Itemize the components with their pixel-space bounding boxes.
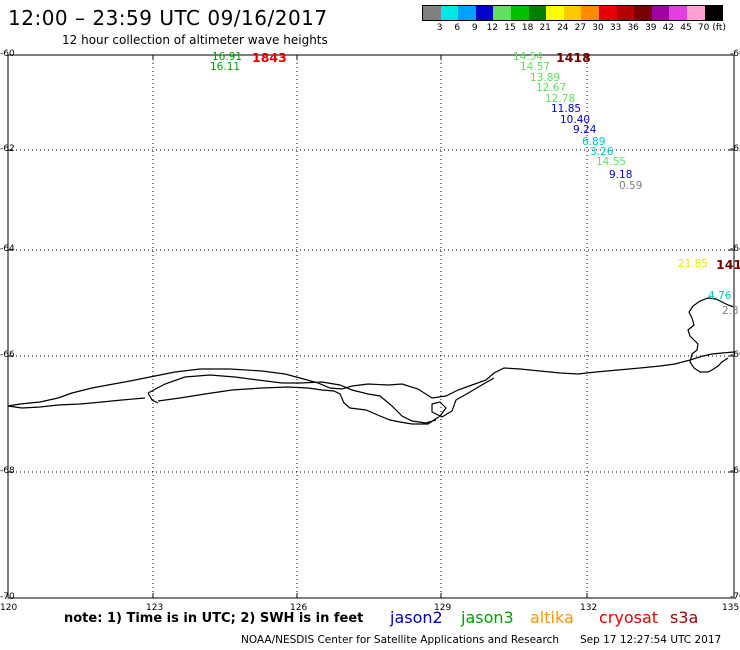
satellite-legend-altika: altika — [530, 608, 574, 627]
wave-height-value: 0.59 — [619, 180, 643, 192]
color-scale-bar — [422, 5, 724, 21]
credit-line: NOAA/NESDIS Center for Satellite Applica… — [241, 634, 559, 646]
units-note: note: 1) Time is in UTC; 2) SWH is in fe… — [64, 611, 364, 626]
wave-height-value: 14.55 — [596, 156, 627, 168]
wave-height-value: 4.76 — [708, 290, 732, 302]
color-scale-label: 24 — [557, 23, 569, 33]
wave-height-value: 9.24 — [573, 124, 597, 136]
color-scale-label: 33 — [609, 23, 622, 33]
color-swatch — [528, 6, 547, 20]
color-swatch — [423, 6, 441, 20]
color-swatch — [598, 6, 617, 20]
axis-ticks — [7, 54, 735, 599]
latitude-label: -62 — [730, 144, 740, 154]
color-swatch — [704, 6, 723, 20]
longitude-label: 129 — [434, 603, 452, 613]
wave-height-value: 6.89 — [582, 136, 606, 148]
color-scale-label: 70 — [697, 23, 710, 33]
wave-height-value: 16.11 — [210, 61, 241, 73]
color-scale-label: 27 — [574, 23, 587, 33]
wave-height-value: 9.18 — [609, 169, 633, 181]
latitude-label: -60 — [730, 49, 740, 59]
plot-frame — [7, 54, 735, 599]
longitude-label: 132 — [580, 603, 598, 613]
latitude-label: -60 — [0, 49, 15, 59]
wave-height-value: 12.78 — [545, 93, 576, 105]
color-scale-label: 39 — [645, 23, 657, 33]
color-swatch — [493, 6, 511, 20]
wave-height-value: 11.85 — [551, 103, 582, 115]
wave-height-value: 14.57 — [520, 61, 551, 73]
latitude-label: -62 — [0, 144, 15, 154]
color-swatch — [581, 6, 599, 20]
color-swatch — [458, 6, 476, 20]
graticule — [8, 55, 734, 598]
wave-height-value: 16.91 — [212, 51, 243, 63]
latitude-label: -70 — [0, 592, 15, 602]
longitude-label: 120 — [0, 603, 18, 613]
color-scale-label: 30 — [592, 23, 604, 33]
satellite-legend-s3a: s3a — [670, 608, 699, 627]
pass-time-label: 141 — [716, 257, 740, 272]
color-scale-label: 45 — [680, 23, 692, 33]
wave-height-value: 12.67 — [536, 82, 567, 94]
color-scale-label: 9 — [471, 23, 478, 33]
color-swatch — [686, 6, 705, 20]
color-scale-label: 15 — [504, 23, 516, 33]
antarctic-coastline — [7, 297, 735, 425]
color-scale-label: 6 — [454, 23, 461, 33]
pass-time-label: 1418 — [556, 50, 591, 65]
satellite-legend-cryosat: cryosat — [599, 608, 659, 627]
latitude-label: -64 — [0, 244, 15, 254]
longitude-label: 126 — [290, 603, 308, 613]
wave-height-value: 13.89 — [530, 72, 561, 84]
latitude-label: -66 — [730, 350, 740, 360]
map-title: 12:00 – 23:59 UTC 09/16/2017 — [8, 6, 328, 30]
color-scale-label: 12 — [486, 23, 499, 33]
wave-height-value: 21.85 — [678, 258, 709, 270]
color-scale-label: 36 — [627, 23, 639, 33]
color-scale-label: 42 — [662, 23, 675, 33]
color-swatch — [510, 6, 529, 20]
satellite-legend-jason2: jason2 — [390, 608, 443, 627]
pass-time-label: 1843 — [252, 50, 287, 65]
color-swatch — [440, 6, 459, 20]
generation-timestamp: Sep 17 12:27:54 UTC 2017 — [580, 634, 722, 646]
wave-height-value: 2.3 — [722, 305, 739, 317]
color-scale-label: (ft) — [712, 23, 726, 33]
wave-height-value: 10.40 — [560, 114, 591, 126]
color-swatch — [563, 6, 582, 20]
latitude-label: -66 — [0, 350, 15, 360]
latitude-label: -68 — [730, 466, 740, 476]
latitude-label: -64 — [730, 244, 740, 254]
latitude-label: -70 — [730, 592, 740, 602]
color-scale-label: 3 — [436, 23, 443, 33]
color-swatch — [651, 6, 670, 20]
wave-height-value: 14.54 — [513, 51, 544, 63]
satellite-legend-jason3: jason3 — [461, 608, 514, 627]
color-swatch — [634, 6, 652, 20]
map-subtitle: 12 hour collection of altimeter wave hei… — [62, 33, 328, 47]
color-swatch — [475, 6, 494, 20]
wave-height-value: 3.26 — [590, 146, 614, 158]
color-swatch — [616, 6, 635, 20]
color-scale-label: 18 — [521, 23, 534, 33]
color-swatch — [669, 6, 687, 20]
color-scale-label: 21 — [539, 23, 551, 33]
latitude-label: -68 — [0, 466, 15, 476]
longitude-label: 123 — [146, 603, 164, 613]
color-swatch — [546, 6, 564, 20]
longitude-label: 135 — [722, 603, 740, 613]
